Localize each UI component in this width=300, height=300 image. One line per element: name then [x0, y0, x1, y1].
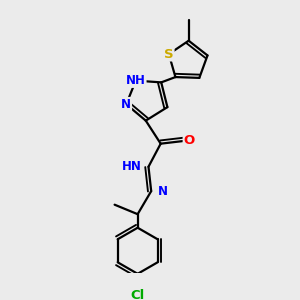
Text: N: N — [158, 184, 168, 198]
Text: N: N — [121, 98, 131, 111]
Text: HN: HN — [122, 160, 142, 173]
Text: O: O — [184, 134, 195, 148]
Text: Cl: Cl — [130, 289, 145, 300]
Text: S: S — [164, 48, 174, 61]
Text: NH: NH — [126, 74, 146, 87]
